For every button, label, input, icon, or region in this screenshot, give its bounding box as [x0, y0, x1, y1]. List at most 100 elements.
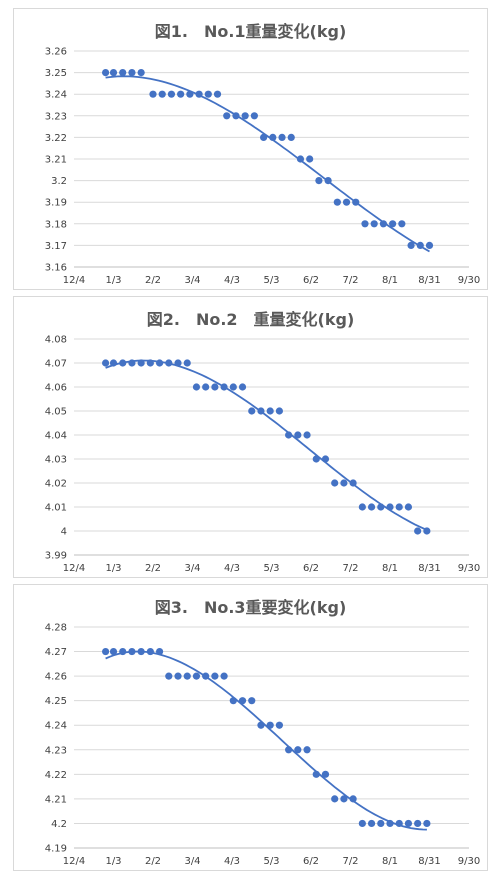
data-point: [294, 746, 302, 754]
data-point: [119, 69, 127, 77]
chart-panel-1: 図1. No.1重量変化(kg) 3.16 3.17 3.18 3.19 3.2 3.21…: [13, 8, 488, 290]
y-tick-label: 4.26: [45, 672, 67, 683]
data-point: [257, 407, 265, 415]
x-tick-label: 5/3: [263, 563, 279, 574]
data-point: [232, 112, 240, 120]
x-tick-label: 8/1: [382, 856, 398, 867]
data-point: [349, 479, 357, 487]
data-point: [174, 359, 182, 367]
chart-svg: 3.16 3.17 3.18 3.19 3.2 3.21 3.22 3.23 3.24 3.25 3…: [45, 47, 481, 287]
y-tick-label: 3.18: [45, 219, 67, 230]
data-point: [377, 503, 385, 511]
y-tick-label: 4: [61, 527, 67, 538]
y-tick-label: 4.19: [45, 844, 67, 855]
x-tick-label: 2/2: [145, 563, 161, 574]
data-point: [275, 721, 283, 729]
data-point: [192, 672, 201, 680]
data-point: [238, 383, 247, 391]
y-tick-label: 4.25: [45, 696, 67, 707]
trendline: [105, 650, 427, 831]
data-point: [128, 359, 136, 367]
x-tick-label: 2/2: [145, 856, 161, 867]
data-point: [229, 383, 237, 391]
chart-title: 図1. No.1重量変化(kg): [154, 22, 347, 41]
data-point: [155, 647, 164, 656]
data-point: [333, 198, 341, 206]
data-point: [331, 479, 339, 487]
data-point: [177, 90, 185, 98]
data-point: [257, 721, 265, 729]
data-point: [358, 819, 366, 828]
data-point: [260, 133, 268, 141]
x-tick-label: 4/3: [224, 856, 240, 867]
data-point: [202, 383, 210, 391]
data-point: [303, 746, 311, 754]
y-tick-label: 3.25: [45, 68, 67, 79]
data-point: [149, 90, 157, 98]
x-tick-label: 3/4: [184, 563, 200, 574]
data-point: [213, 90, 222, 98]
data-point: [146, 647, 154, 656]
data-point: [119, 359, 127, 367]
data-point: [321, 455, 330, 463]
data-point: [220, 383, 228, 391]
y-tick-label: 4.21: [45, 794, 67, 805]
x-tick-label: 6/2: [303, 275, 319, 286]
y-tick-label: 3.24: [45, 90, 67, 101]
y-tick-label: 4.02: [45, 479, 67, 490]
data-point: [102, 359, 110, 367]
x-tick-label: 1/3: [105, 563, 121, 574]
y-tick-label: 3.21: [45, 155, 67, 166]
x-tick-label: 3/4: [184, 275, 200, 286]
y-tick-label: 3.19: [45, 198, 67, 209]
data-point: [183, 359, 191, 367]
data-point: [414, 527, 422, 535]
data-point: [361, 220, 369, 228]
data-point: [407, 241, 415, 249]
x-tick-label: 9/30: [458, 275, 480, 286]
y-tick-label: 3.26: [45, 47, 67, 58]
data-point: [238, 697, 247, 705]
data-point: [102, 647, 110, 656]
x-tick-label: 9/30: [458, 856, 480, 867]
x-tick-label: 5/3: [263, 856, 279, 867]
y-tick-label: 3.22: [45, 133, 67, 144]
chart-panel-3: 図3. No.3重要変化(kg) 4.19 4.2 4.21 4.22 4.23 4.24…: [13, 584, 488, 871]
data-point: [287, 133, 295, 141]
data-point: [275, 407, 283, 415]
data-point: [303, 431, 311, 439]
y-tick-label: 4.03: [45, 455, 67, 466]
data-point: [386, 819, 394, 828]
data-point: [324, 177, 332, 185]
data-point: [158, 90, 166, 98]
y-tick-label: 3.17: [45, 241, 67, 252]
chart-svg: 3.99 4 4.01 4.02 4.03 4.04 4.05 4.06 4.07 4.08 12/…: [45, 335, 481, 575]
y-tick-label: 4.28: [45, 623, 67, 634]
data-point: [367, 503, 376, 511]
x-tick-label: 8/31: [418, 275, 440, 286]
data-point: [229, 697, 237, 705]
data-point: [379, 220, 388, 228]
data-point: [285, 431, 293, 439]
x-tick-label: 3/4: [184, 856, 200, 867]
data-point: [165, 359, 173, 367]
data-point: [195, 90, 203, 98]
y-tick-label: 4.07: [45, 359, 67, 370]
y-tick-label: 4.23: [45, 745, 67, 756]
data-point: [423, 819, 431, 828]
x-tick-label: 7/2: [342, 275, 358, 286]
data-point: [389, 220, 397, 228]
y-tick-label: 4.05: [45, 407, 67, 418]
x-tick-label: 7/2: [342, 563, 358, 574]
data-point: [137, 359, 145, 367]
y-tick-label: 3.99: [45, 551, 67, 562]
data-point: [109, 647, 118, 656]
y-tick-label: 3.2: [51, 176, 67, 187]
data-point: [137, 647, 145, 656]
y-tick-label: 4.2: [51, 819, 67, 830]
y-tick-label: 4.22: [45, 770, 67, 781]
data-point: [174, 672, 182, 680]
data-point: [266, 721, 274, 729]
data-point: [340, 479, 348, 487]
x-tick-label: 12/4: [63, 275, 85, 286]
